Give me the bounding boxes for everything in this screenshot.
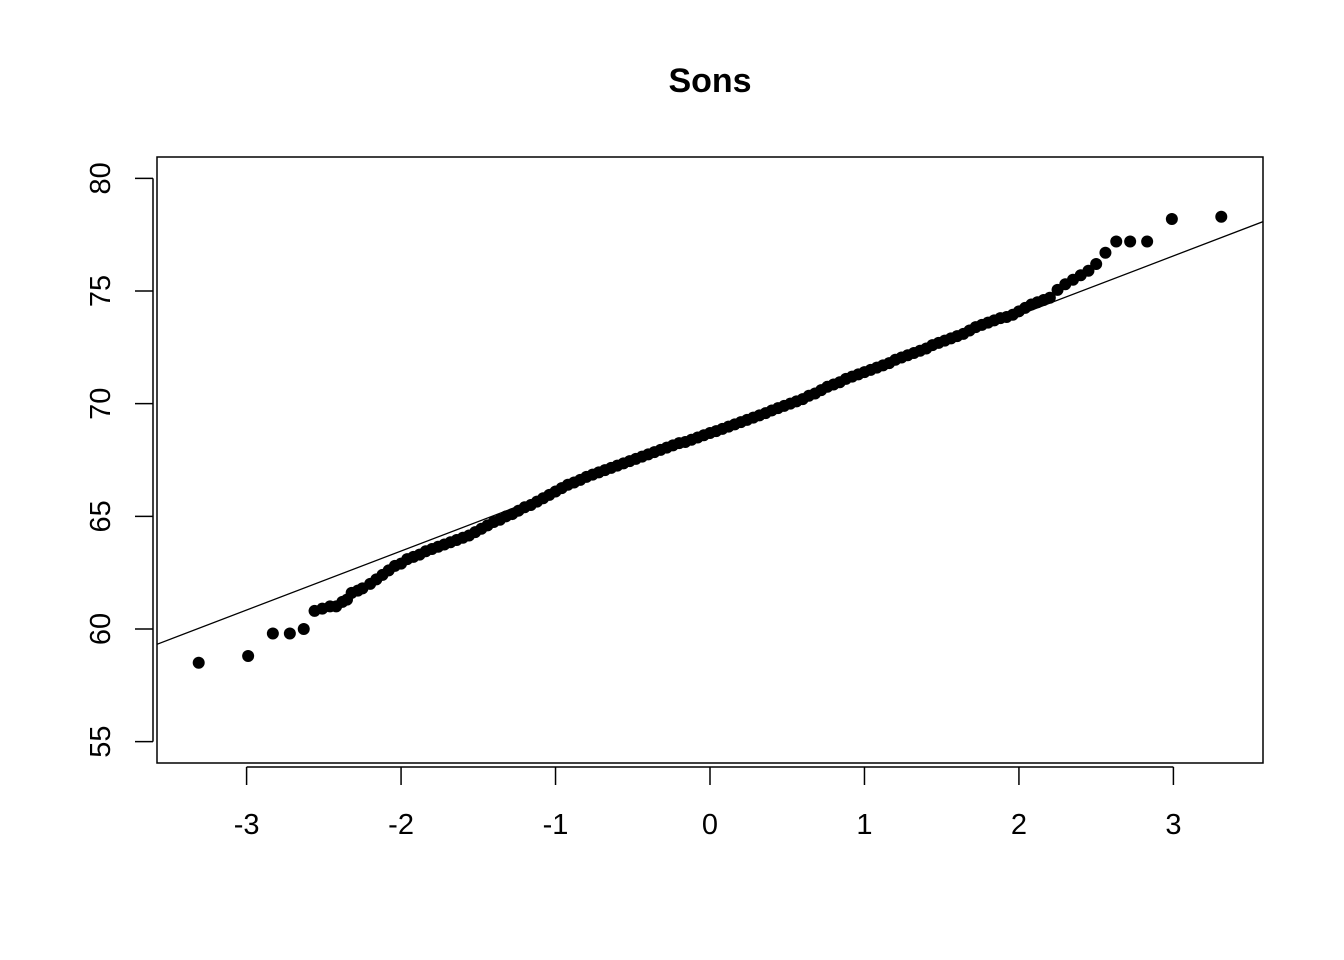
data-point [1099,246,1112,259]
data-point [1082,264,1095,277]
plot-area-frame [156,156,1264,764]
y-tick-label: 70 [85,388,117,420]
data-point [1124,235,1137,248]
data-point [266,627,279,640]
chart-title: Sons [668,62,751,100]
x-tick-label: -2 [388,809,414,841]
y-axis: 55 60 65 70 75 80 [85,162,154,758]
y-tick-label: 65 [85,500,117,532]
x-tick-label: -3 [234,809,260,841]
data-point [1043,291,1056,304]
x-tick-label: 3 [1165,809,1181,841]
x-axis: -3 -2 -1 0 1 2 3 [234,766,1181,841]
x-tick-label: 1 [856,809,872,841]
y-tick-label: 55 [85,725,117,757]
data-point [1165,212,1178,225]
y-tick-label: 60 [85,613,117,645]
x-tick-label: -1 [543,809,569,841]
data-point [1090,258,1103,271]
data-point [192,656,205,669]
y-tick-label: 80 [85,162,117,194]
data-points [192,210,1228,669]
x-tick-label: 2 [1011,809,1027,841]
data-point [1110,235,1123,248]
y-tick-label: 75 [85,275,117,307]
data-point [1141,235,1154,248]
x-tick-label: 0 [702,809,718,841]
data-point [297,622,310,635]
data-point [1215,210,1228,223]
data-point [242,649,255,662]
data-point [283,627,296,640]
